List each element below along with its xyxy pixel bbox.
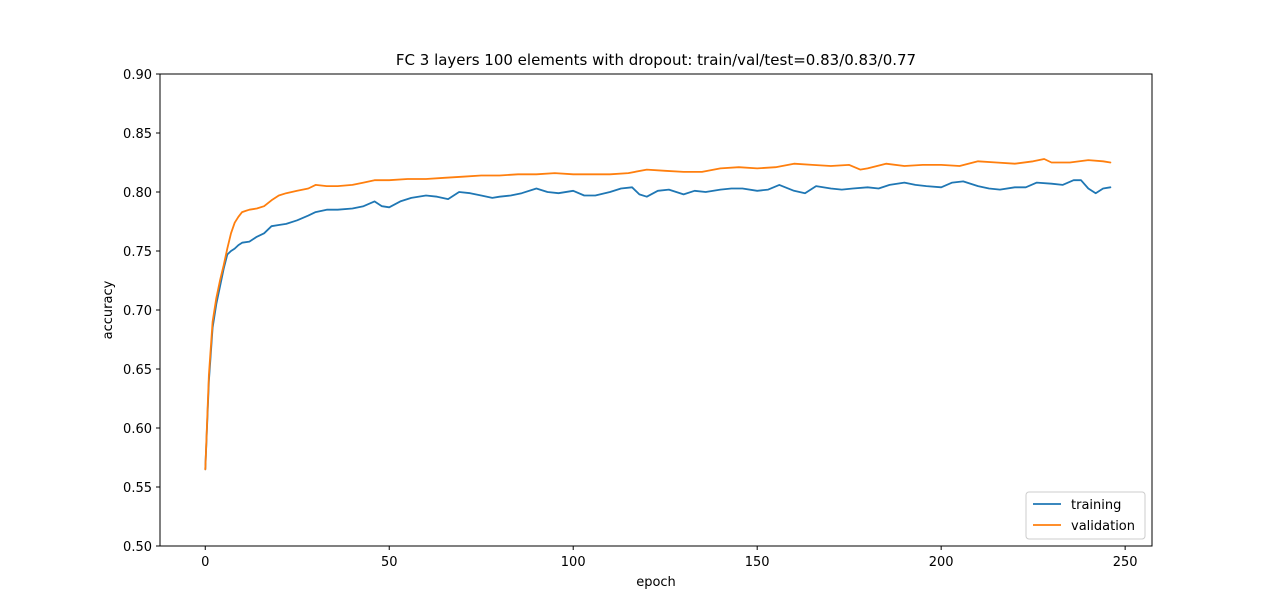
x-axis-label: epoch [636,575,676,590]
y-axis-label: accuracy [101,280,116,339]
x-tick-label: 100 [561,555,586,570]
legend-label-training: training [1071,498,1121,513]
y-tick-label: 0.55 [123,481,152,496]
chart-title: FC 3 layers 100 elements with dropout: t… [396,51,916,69]
x-tick-label: 150 [745,555,770,570]
y-tick-label: 0.65 [123,363,152,378]
x-axis: 0 50 100 150 200 250 [201,546,1138,570]
x-tick-label: 0 [201,555,209,570]
y-axis: 0.50 0.55 0.60 0.65 0.70 0.75 0.80 0.85 0.90 [123,68,160,555]
series-line-training [204,179,1112,471]
y-tick-label: 0.80 [123,186,152,201]
y-tick-label: 0.85 [123,127,152,142]
series-line-validation [204,158,1112,471]
y-tick-label: 0.50 [123,540,152,555]
legend: training validation [1025,491,1146,540]
x-tick-label: 250 [1113,555,1138,570]
y-tick-label: 0.70 [123,304,152,319]
x-tick-label: 50 [381,555,398,570]
y-tick-label: 0.90 [123,68,152,83]
x-tick-label: 200 [929,555,954,570]
legend-label-validation: validation [1071,519,1135,534]
plot-lines [204,158,1112,471]
y-tick-label: 0.60 [123,422,152,437]
y-tick-label: 0.75 [123,245,152,260]
